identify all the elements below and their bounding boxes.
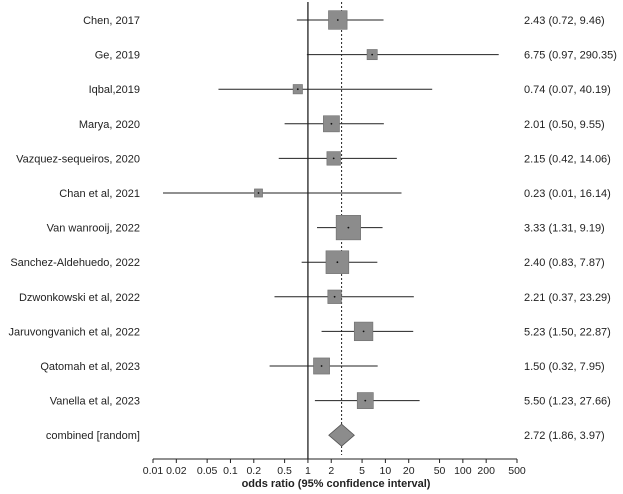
point-estimate [257, 192, 260, 194]
estimate-label: 2.43 (0.72, 9.46) [524, 15, 605, 27]
study-label: Chen, 2017 [83, 15, 140, 27]
x-tick-label: 0.01 [143, 465, 164, 477]
x-tick-label: 2 [328, 465, 334, 477]
estimate-label: 5.23 (1.50, 22.87) [524, 326, 611, 338]
study-label: Ge, 2019 [95, 50, 140, 62]
point-estimate [371, 53, 374, 56]
estimate-label: 2.15 (0.42, 14.06) [524, 153, 611, 165]
estimate-label: 5.50 (1.23, 27.66) [524, 396, 611, 408]
study-label: Dzwonkowski et al, 2022 [19, 292, 140, 304]
estimate-label: 6.75 (0.97, 290.35) [524, 50, 617, 62]
x-axis-title: odds ratio (95% confidence interval) [242, 478, 431, 490]
x-axis: 0.01 0.02 0.05 0.1 0.2 0.5 1 2 5 10 20 50 100 200 500 [143, 458, 526, 477]
point-estimate [320, 365, 323, 367]
study-label: Vanella et al, 2023 [50, 396, 140, 408]
point-estimate [332, 157, 335, 160]
point-estimate [336, 19, 339, 21]
estimate-label: 2.01 (0.50, 9.55) [524, 119, 605, 131]
estimate-label: 2.40 (0.83, 7.87) [524, 257, 605, 269]
study-label: Marya, 2020 [79, 119, 140, 131]
combined-diamond [328, 423, 355, 447]
study-label: Van wanrooij, 2022 [47, 223, 140, 235]
study-label: Sanchez-Aldehuedo, 2022 [10, 257, 140, 269]
estimate-label: 2.21 (0.37, 23.29) [524, 292, 611, 304]
combined-label: combined [random] [46, 430, 140, 442]
point-estimate [362, 330, 365, 333]
study-label: Iqbal,2019 [89, 84, 140, 96]
x-tick-label: 0.1 [223, 465, 238, 477]
x-tick-label: 0.05 [197, 465, 218, 477]
x-tick-label: 20 [403, 465, 415, 477]
x-tick-label: 500 [508, 465, 526, 477]
x-tick-label: 1 [305, 465, 311, 477]
x-tick-label: 0.2 [246, 465, 261, 477]
estimate-label: 1.50 (0.32, 7.95) [524, 361, 605, 373]
combined-estimate-label: 2.72 (1.86, 3.97) [524, 430, 605, 442]
x-tick-label: 0.02 [166, 465, 187, 477]
estimate-label: 0.74 (0.07, 40.19) [524, 84, 611, 96]
point-estimate [333, 295, 336, 298]
study-labels: Chen, 2017 Ge, 2019 Iqbal,2019 Marya, 2020 V… [9, 15, 140, 442]
point-estimate [296, 88, 299, 91]
point-estimate [336, 261, 339, 264]
x-tick-label: 200 [477, 465, 495, 477]
estimate-label: 3.33 (1.31, 9.19) [524, 223, 605, 235]
x-tick-label: 50 [434, 465, 446, 477]
x-tick-label: 0.5 [277, 465, 292, 477]
study-label: Chan et al, 2021 [59, 188, 140, 200]
study-label: Vazquez-sequeiros, 2020 [16, 153, 140, 165]
plot-area [163, 2, 499, 459]
x-tick-label: 5 [359, 465, 365, 477]
point-estimate [330, 122, 333, 125]
study-label: Qatomah et al, 2023 [40, 361, 140, 373]
x-tick-label: 10 [380, 465, 392, 477]
x-tick-label: 100 [454, 465, 472, 477]
point-estimate [347, 226, 350, 229]
study-label: Jaruvongvanich et al, 2022 [9, 326, 140, 338]
estimate-label: 0.23 (0.01, 16.14) [524, 188, 611, 200]
estimate-labels: 2.43 (0.72, 9.46) 6.75 (0.97, 290.35) 0.74… [524, 15, 617, 442]
point-estimate [364, 399, 367, 402]
